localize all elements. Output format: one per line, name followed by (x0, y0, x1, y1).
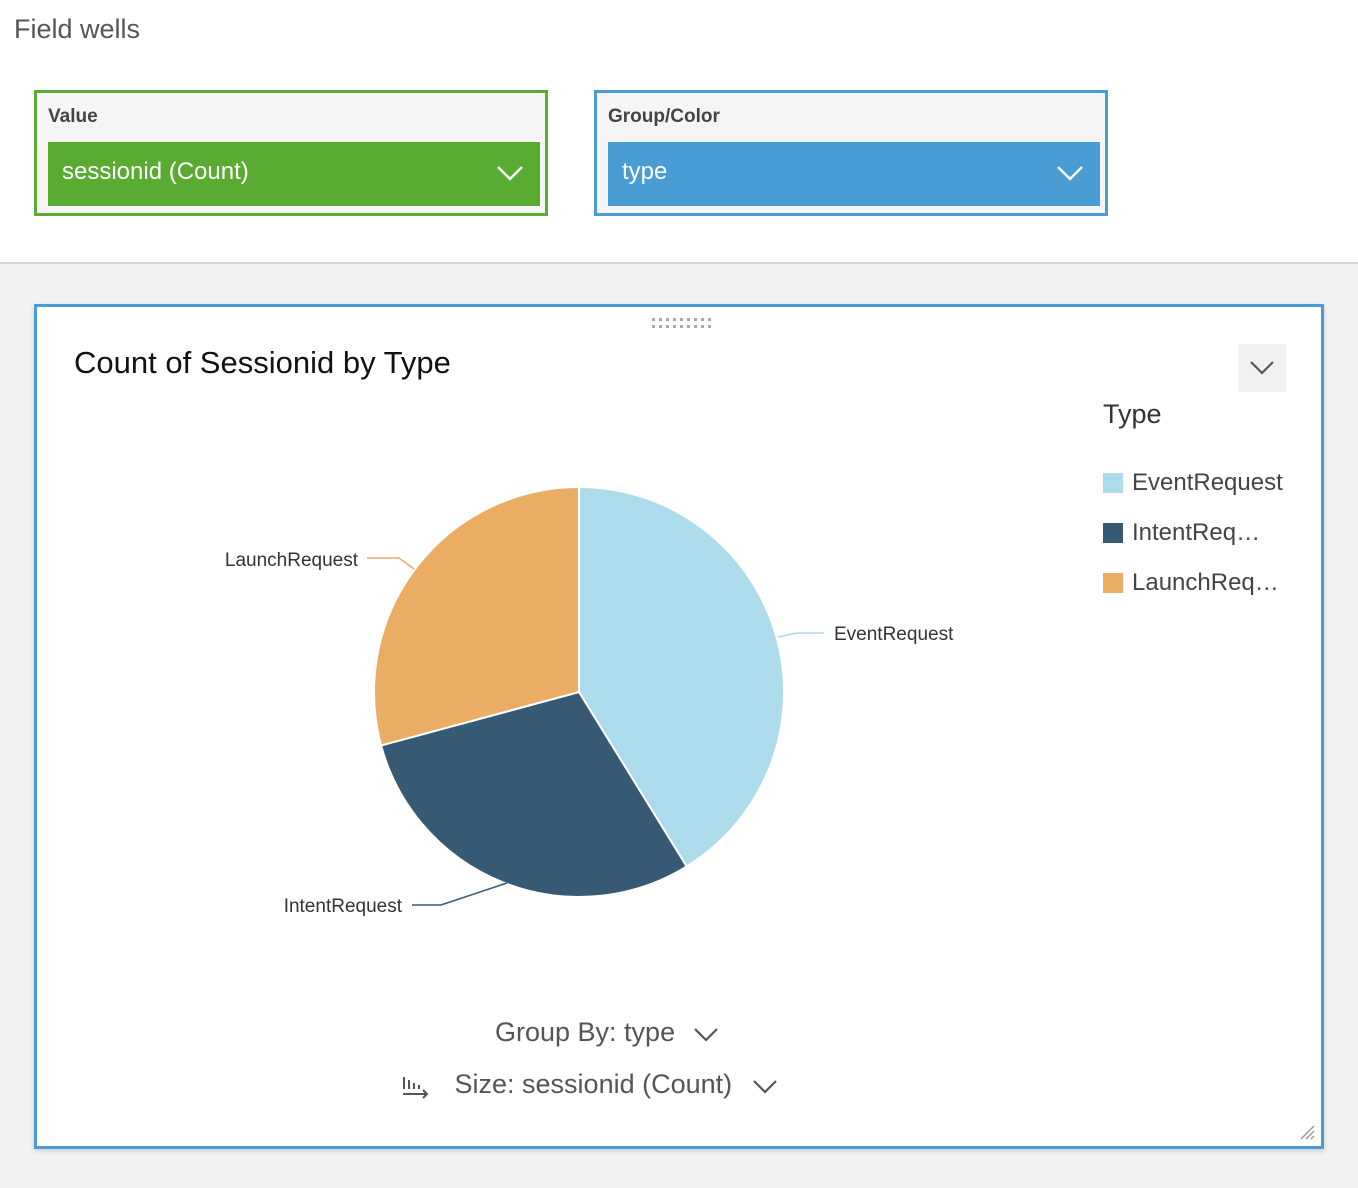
group-field-dropdown[interactable]: type (608, 142, 1100, 206)
size-control[interactable]: Size: sessionid (Count) (401, 1069, 778, 1100)
drag-handle-icon[interactable] (651, 316, 713, 330)
group-field-label: type (622, 158, 668, 185)
legend-item-label: IntentReq… (1132, 519, 1261, 546)
chevron-down-icon (693, 1028, 718, 1042)
resize-handle-icon[interactable] (1299, 1124, 1315, 1140)
panel-divider (0, 262, 1358, 264)
leader-line-event-request (777, 632, 824, 638)
group-by-control[interactable]: Group By: type (495, 1017, 719, 1048)
visual-menu-button[interactable] (1238, 344, 1286, 392)
sort-icon (403, 1076, 429, 1099)
value-well: Value sessionid (Count) (34, 90, 548, 216)
slice-label-intent-request: IntentRequest (284, 896, 403, 917)
visual-title[interactable]: Count of Sessionid by Type (74, 345, 451, 380)
chevron-down-icon (752, 1080, 777, 1094)
legend-item-launch-request[interactable]: LaunchReq… (1103, 568, 1279, 598)
legend-swatch (1103, 523, 1123, 543)
legend-item-intent-request[interactable]: IntentReq… (1103, 518, 1260, 548)
group-color-well-label: Group/Color (608, 106, 720, 127)
legend-title: Type (1103, 399, 1162, 429)
legend-item-label: EventRequest (1132, 469, 1283, 496)
leader-line-launch-request (367, 557, 415, 570)
group-by-label: Group By: type (495, 1017, 676, 1047)
pie-slice-event-request[interactable] (578, 485, 785, 868)
size-label: Size: sessionid (Count) (454, 1069, 733, 1099)
field-wells-title: Field wells (14, 14, 141, 44)
value-well-label: Value (48, 106, 98, 127)
chevron-down-icon (497, 166, 523, 181)
field-wells-panel: Field wells Value sessionid (Count) Grou… (0, 0, 1358, 262)
slice-label-event-request: EventRequest (834, 624, 954, 645)
pie-slice-intent-request[interactable] (379, 690, 689, 898)
leader-line-intent-request (412, 882, 508, 906)
pie-chart: EventRequest IntentRequest LaunchRequest (225, 485, 954, 917)
chevron-down-icon (1250, 361, 1274, 375)
legend-swatch (1103, 573, 1123, 593)
pie-chart-visual[interactable]: Count of Sessionid by Type Type EventReq… (34, 304, 1324, 1149)
legend-item-label: LaunchReq… (1132, 569, 1279, 596)
legend-swatch (1103, 473, 1123, 493)
chevron-down-icon (1057, 166, 1083, 181)
legend-item-event-request[interactable]: EventRequest (1103, 468, 1283, 498)
value-field-label: sessionid (Count) (62, 158, 249, 185)
pie-slice-launch-request[interactable] (373, 485, 580, 747)
slice-label-launch-request: LaunchRequest (225, 550, 359, 571)
group-color-well: Group/Color type (594, 90, 1108, 216)
value-field-dropdown[interactable]: sessionid (Count) (48, 142, 540, 206)
